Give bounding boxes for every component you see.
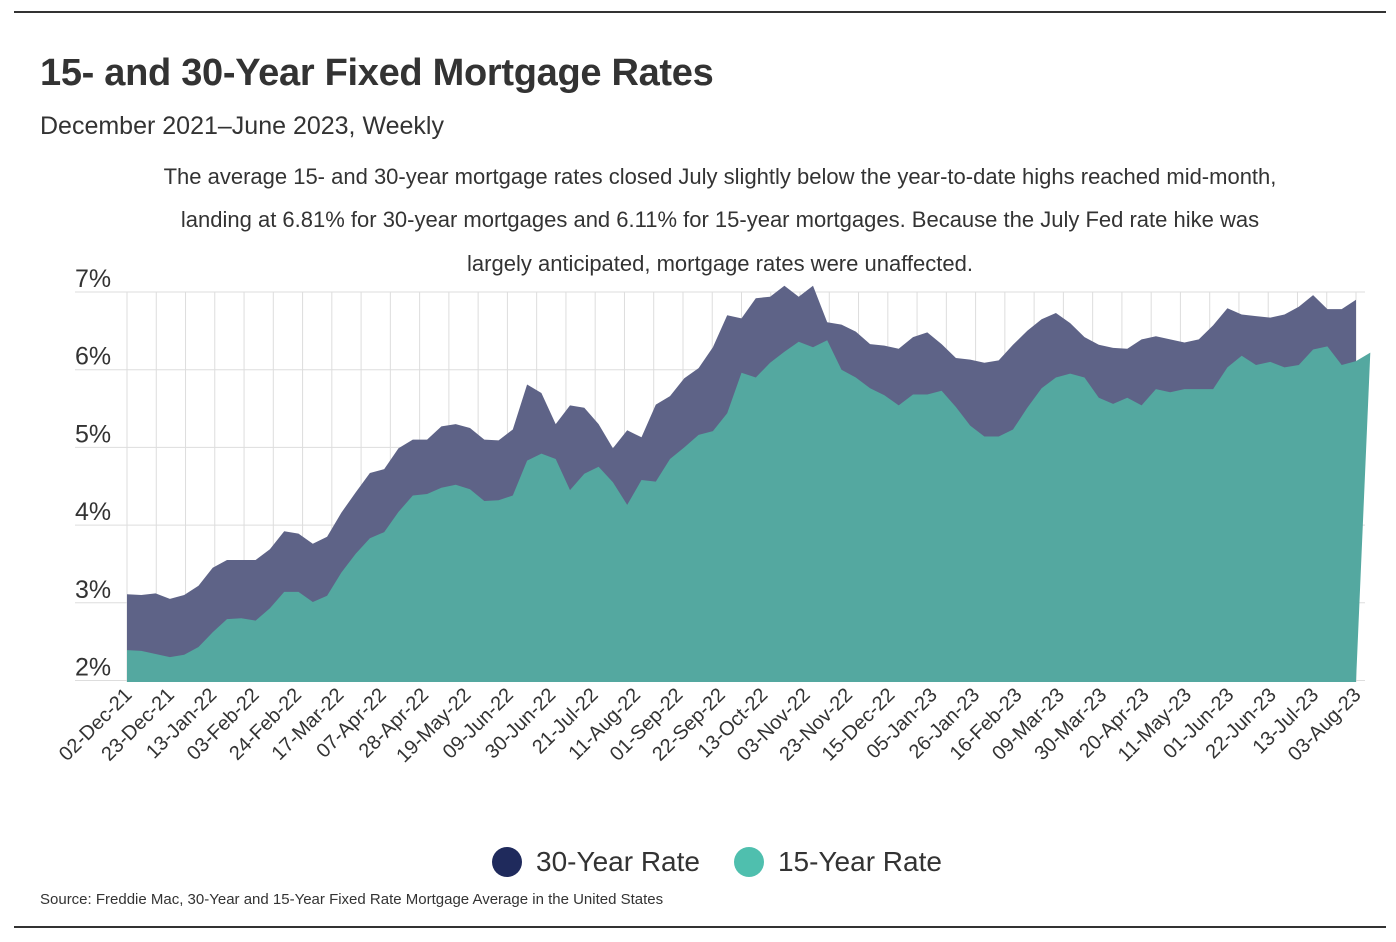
legend-label-30-year: 30-Year Rate	[536, 846, 700, 877]
annotation-line-3: largely anticipated, mortgage rates were…	[467, 251, 973, 276]
top-rule	[14, 11, 1386, 13]
y-tick-label: 5%	[75, 420, 111, 448]
legend: 30-Year Rate 15-Year Rate	[492, 846, 976, 878]
area-chart: 2%3%4%5%6%7%02-Dec-2123-Dec-2113-Jan-220…	[55, 265, 1371, 767]
chart-subtitle: December 2021–June 2023, Weekly	[40, 112, 444, 140]
legend-item-15-year: 15-Year Rate	[733, 846, 942, 878]
y-tick-label: 3%	[75, 576, 111, 604]
chart-title: 15- and 30-Year Fixed Mortgage Rates	[40, 52, 714, 94]
annotation-line-1: The average 15- and 30-year mortgage rat…	[163, 164, 1277, 189]
annotation-line-2: landing at 6.81% for 30-year mortgages a…	[180, 207, 1260, 232]
y-tick-label: 6%	[75, 343, 111, 371]
legend-swatch-15-year	[733, 847, 764, 877]
bottom-rule	[14, 926, 1386, 928]
legend-item-30-year: 30-Year Rate	[492, 846, 700, 878]
y-tick-label: 4%	[75, 498, 111, 526]
y-tick-label: 7%	[75, 265, 111, 293]
source-note: Source: Freddie Mac, 30-Year and 15-Year…	[40, 891, 664, 908]
legend-label-15-year: 15-Year Rate	[777, 846, 942, 877]
series-15-year-rate-area	[127, 340, 1371, 682]
legend-swatch-30-year	[492, 847, 522, 877]
y-tick-label: 2%	[75, 653, 111, 681]
